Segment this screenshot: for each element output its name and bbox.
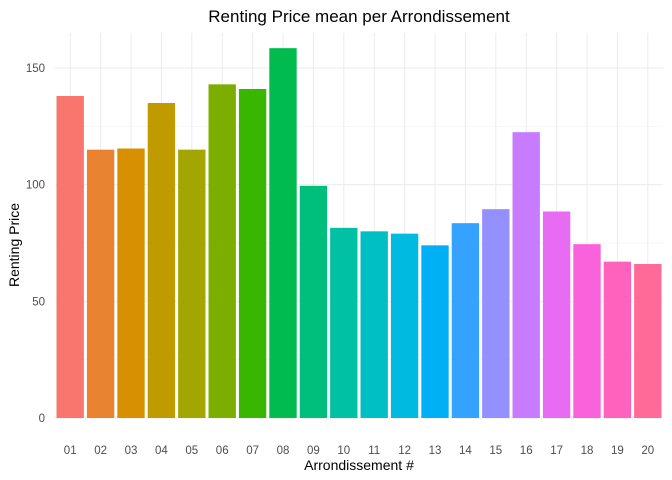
x-tick-label: 04 [155, 445, 168, 457]
bar-12 [390, 233, 419, 418]
bar-19 [603, 261, 632, 418]
bar-16 [512, 132, 540, 418]
x-tick-label: 18 [581, 445, 594, 457]
y-tick-label: 100 [26, 180, 45, 192]
bar-14 [451, 223, 480, 418]
bar-09 [299, 185, 328, 418]
x-tick-label: 05 [185, 445, 198, 457]
bar-11 [360, 231, 388, 418]
bar-03 [117, 148, 145, 418]
grid-lines [55, 33, 663, 419]
bar-15 [482, 209, 510, 418]
x-tick-label: 02 [94, 445, 107, 457]
x-tick-label: 15 [489, 445, 502, 457]
bar-17 [542, 211, 571, 418]
bar-06 [208, 84, 236, 418]
y-tick-label: 50 [32, 296, 45, 308]
bar-04 [147, 103, 176, 418]
bar-13 [421, 245, 449, 418]
x-tick-label: 19 [611, 445, 624, 457]
bar-18 [573, 244, 601, 418]
y-tick-label: 150 [26, 63, 45, 75]
y-axis-title: Renting Price [6, 203, 22, 287]
bar-10 [330, 227, 358, 418]
x-tick-label: 13 [429, 445, 442, 457]
x-tick-label: 16 [520, 445, 533, 457]
chart-title: Renting Price mean per Arrondissement [208, 7, 510, 26]
x-tick-label: 20 [641, 445, 654, 457]
bars [56, 48, 662, 419]
y-tick-labels: 0 50 100 150 [26, 63, 45, 425]
x-tick-label: 07 [246, 445, 259, 457]
x-tick-label: 03 [125, 445, 138, 457]
x-tick-label: 08 [277, 445, 290, 457]
bar-02 [86, 149, 115, 418]
x-tick-label: 17 [550, 445, 563, 457]
bar-07 [238, 89, 267, 418]
bar-08 [269, 48, 297, 419]
x-tick-labels: 01 02 03 04 05 06 07 08 09 10 11 12 13 14 15 16 17 18 19 20 [64, 445, 654, 457]
bar-20 [634, 264, 662, 418]
x-axis-title: Arrondissement # [304, 457, 414, 473]
x-tick-label: 01 [64, 445, 77, 457]
bar-01 [56, 96, 84, 418]
x-tick-label: 06 [216, 445, 229, 457]
x-tick-label: 09 [307, 445, 320, 457]
y-tick-label: 0 [39, 413, 45, 425]
x-tick-label: 11 [368, 445, 380, 457]
x-tick-label: 12 [398, 445, 411, 457]
x-tick-label: 10 [337, 445, 350, 457]
x-tick-label: 14 [459, 445, 472, 457]
bar-05 [178, 149, 206, 418]
